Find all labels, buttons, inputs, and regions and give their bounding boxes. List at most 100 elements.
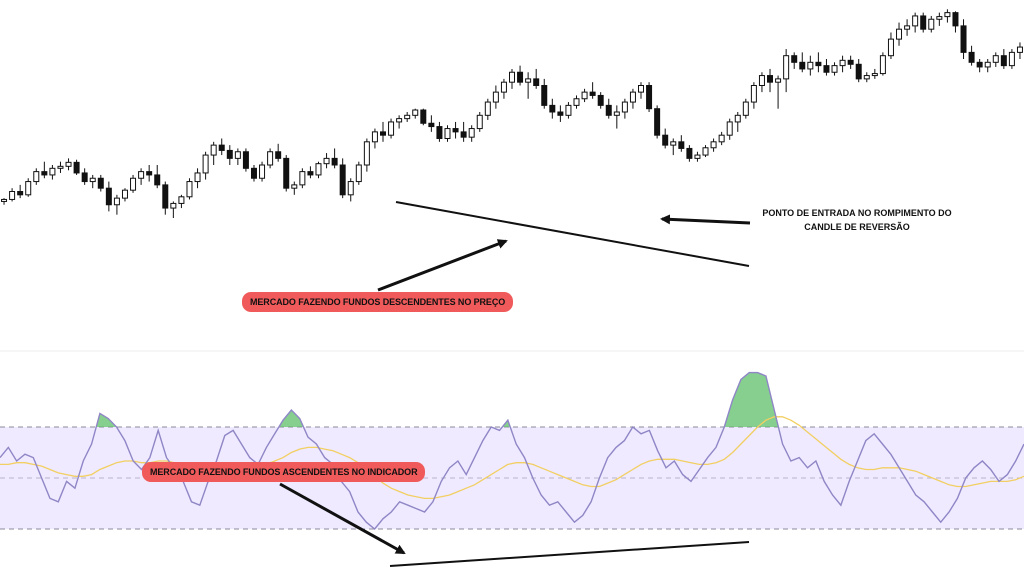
candle: [831, 62, 838, 76]
candle: [500, 78, 507, 99]
candle: [315, 161, 322, 179]
candle: [412, 108, 419, 119]
candle: [1000, 49, 1007, 69]
candle-body: [1016, 46, 1023, 53]
candle: [686, 145, 693, 162]
candle: [605, 98, 612, 119]
candle: [178, 194, 185, 209]
candle: [17, 184, 24, 199]
candle-body: [581, 91, 588, 100]
candle-body: [573, 98, 580, 106]
candle: [517, 65, 524, 86]
candle: [928, 15, 935, 33]
candle-body: [178, 196, 185, 204]
candle: [936, 12, 943, 26]
candle: [275, 143, 282, 162]
candle: [912, 12, 919, 33]
candle: [379, 121, 386, 142]
candle-body: [646, 85, 653, 110]
candle-body: [823, 65, 830, 73]
candle: [259, 161, 266, 182]
candle: [871, 68, 878, 79]
candle-body: [726, 121, 733, 136]
candle: [186, 178, 193, 200]
candle-body: [242, 151, 249, 169]
candle: [702, 145, 709, 158]
candle-body: [138, 171, 145, 179]
candle: [815, 52, 822, 73]
candle-body: [541, 85, 548, 106]
candle-body: [49, 167, 56, 176]
candle-body: [871, 73, 878, 77]
candle: [210, 141, 217, 165]
candle: [758, 72, 765, 93]
candle-body: [97, 177, 104, 189]
candle-body: [121, 189, 128, 199]
candle-body: [412, 109, 419, 116]
candle: [484, 98, 491, 120]
candle-body: [218, 144, 225, 151]
candle-body: [259, 164, 266, 179]
candle: [767, 68, 774, 93]
candle-body: [492, 91, 499, 103]
candle-body: [484, 101, 491, 116]
candle: [138, 168, 145, 185]
candle-body: [275, 151, 282, 159]
candle-body: [605, 104, 612, 116]
candle-body: [976, 61, 983, 68]
candle: [823, 59, 830, 76]
candle-body: [718, 134, 725, 143]
candle: [557, 105, 564, 122]
candle: [250, 165, 257, 182]
candle-body: [500, 81, 507, 93]
candle: [420, 108, 427, 126]
candle: [678, 135, 685, 152]
candle: [436, 121, 443, 142]
candle: [444, 125, 451, 142]
candle: [194, 168, 201, 189]
candle: [597, 92, 604, 109]
candle-body: [904, 25, 911, 30]
candle: [234, 148, 241, 165]
candle-body: [363, 141, 370, 166]
candle: [533, 68, 540, 89]
candle: [49, 165, 56, 180]
candle-body: [960, 25, 967, 53]
candle: [807, 55, 814, 76]
candle-body: [452, 128, 459, 133]
candle: [525, 72, 532, 99]
candle-body: [662, 134, 669, 146]
candle: [162, 181, 169, 215]
candle-body: [742, 101, 749, 116]
candle: [267, 148, 274, 169]
candle-body: [420, 109, 427, 124]
candle: [992, 52, 999, 67]
candle-body: [371, 131, 378, 143]
candle-body: [339, 164, 346, 196]
candle-body: [509, 71, 515, 83]
price-panel: [1, 9, 1023, 218]
candle-body: [283, 157, 290, 189]
candle: [750, 82, 757, 109]
candle: [226, 145, 233, 165]
candle-body: [202, 154, 209, 174]
candle-body: [154, 174, 161, 186]
candle-body: [968, 51, 975, 63]
candle-body: [388, 121, 395, 136]
candle-body: [839, 59, 846, 67]
candle-body: [379, 131, 386, 136]
candle: [541, 78, 548, 109]
candle: [799, 52, 806, 73]
candle-body: [105, 187, 112, 206]
candle: [89, 174, 96, 189]
candle: [944, 9, 951, 23]
candle-body: [404, 114, 411, 120]
candle: [960, 19, 967, 59]
candle: [589, 82, 596, 99]
candle: [621, 98, 628, 119]
candle-body: [162, 184, 169, 209]
candle-body: [194, 172, 201, 183]
price-divergence-arrow: [377, 239, 508, 292]
candle: [146, 165, 153, 182]
